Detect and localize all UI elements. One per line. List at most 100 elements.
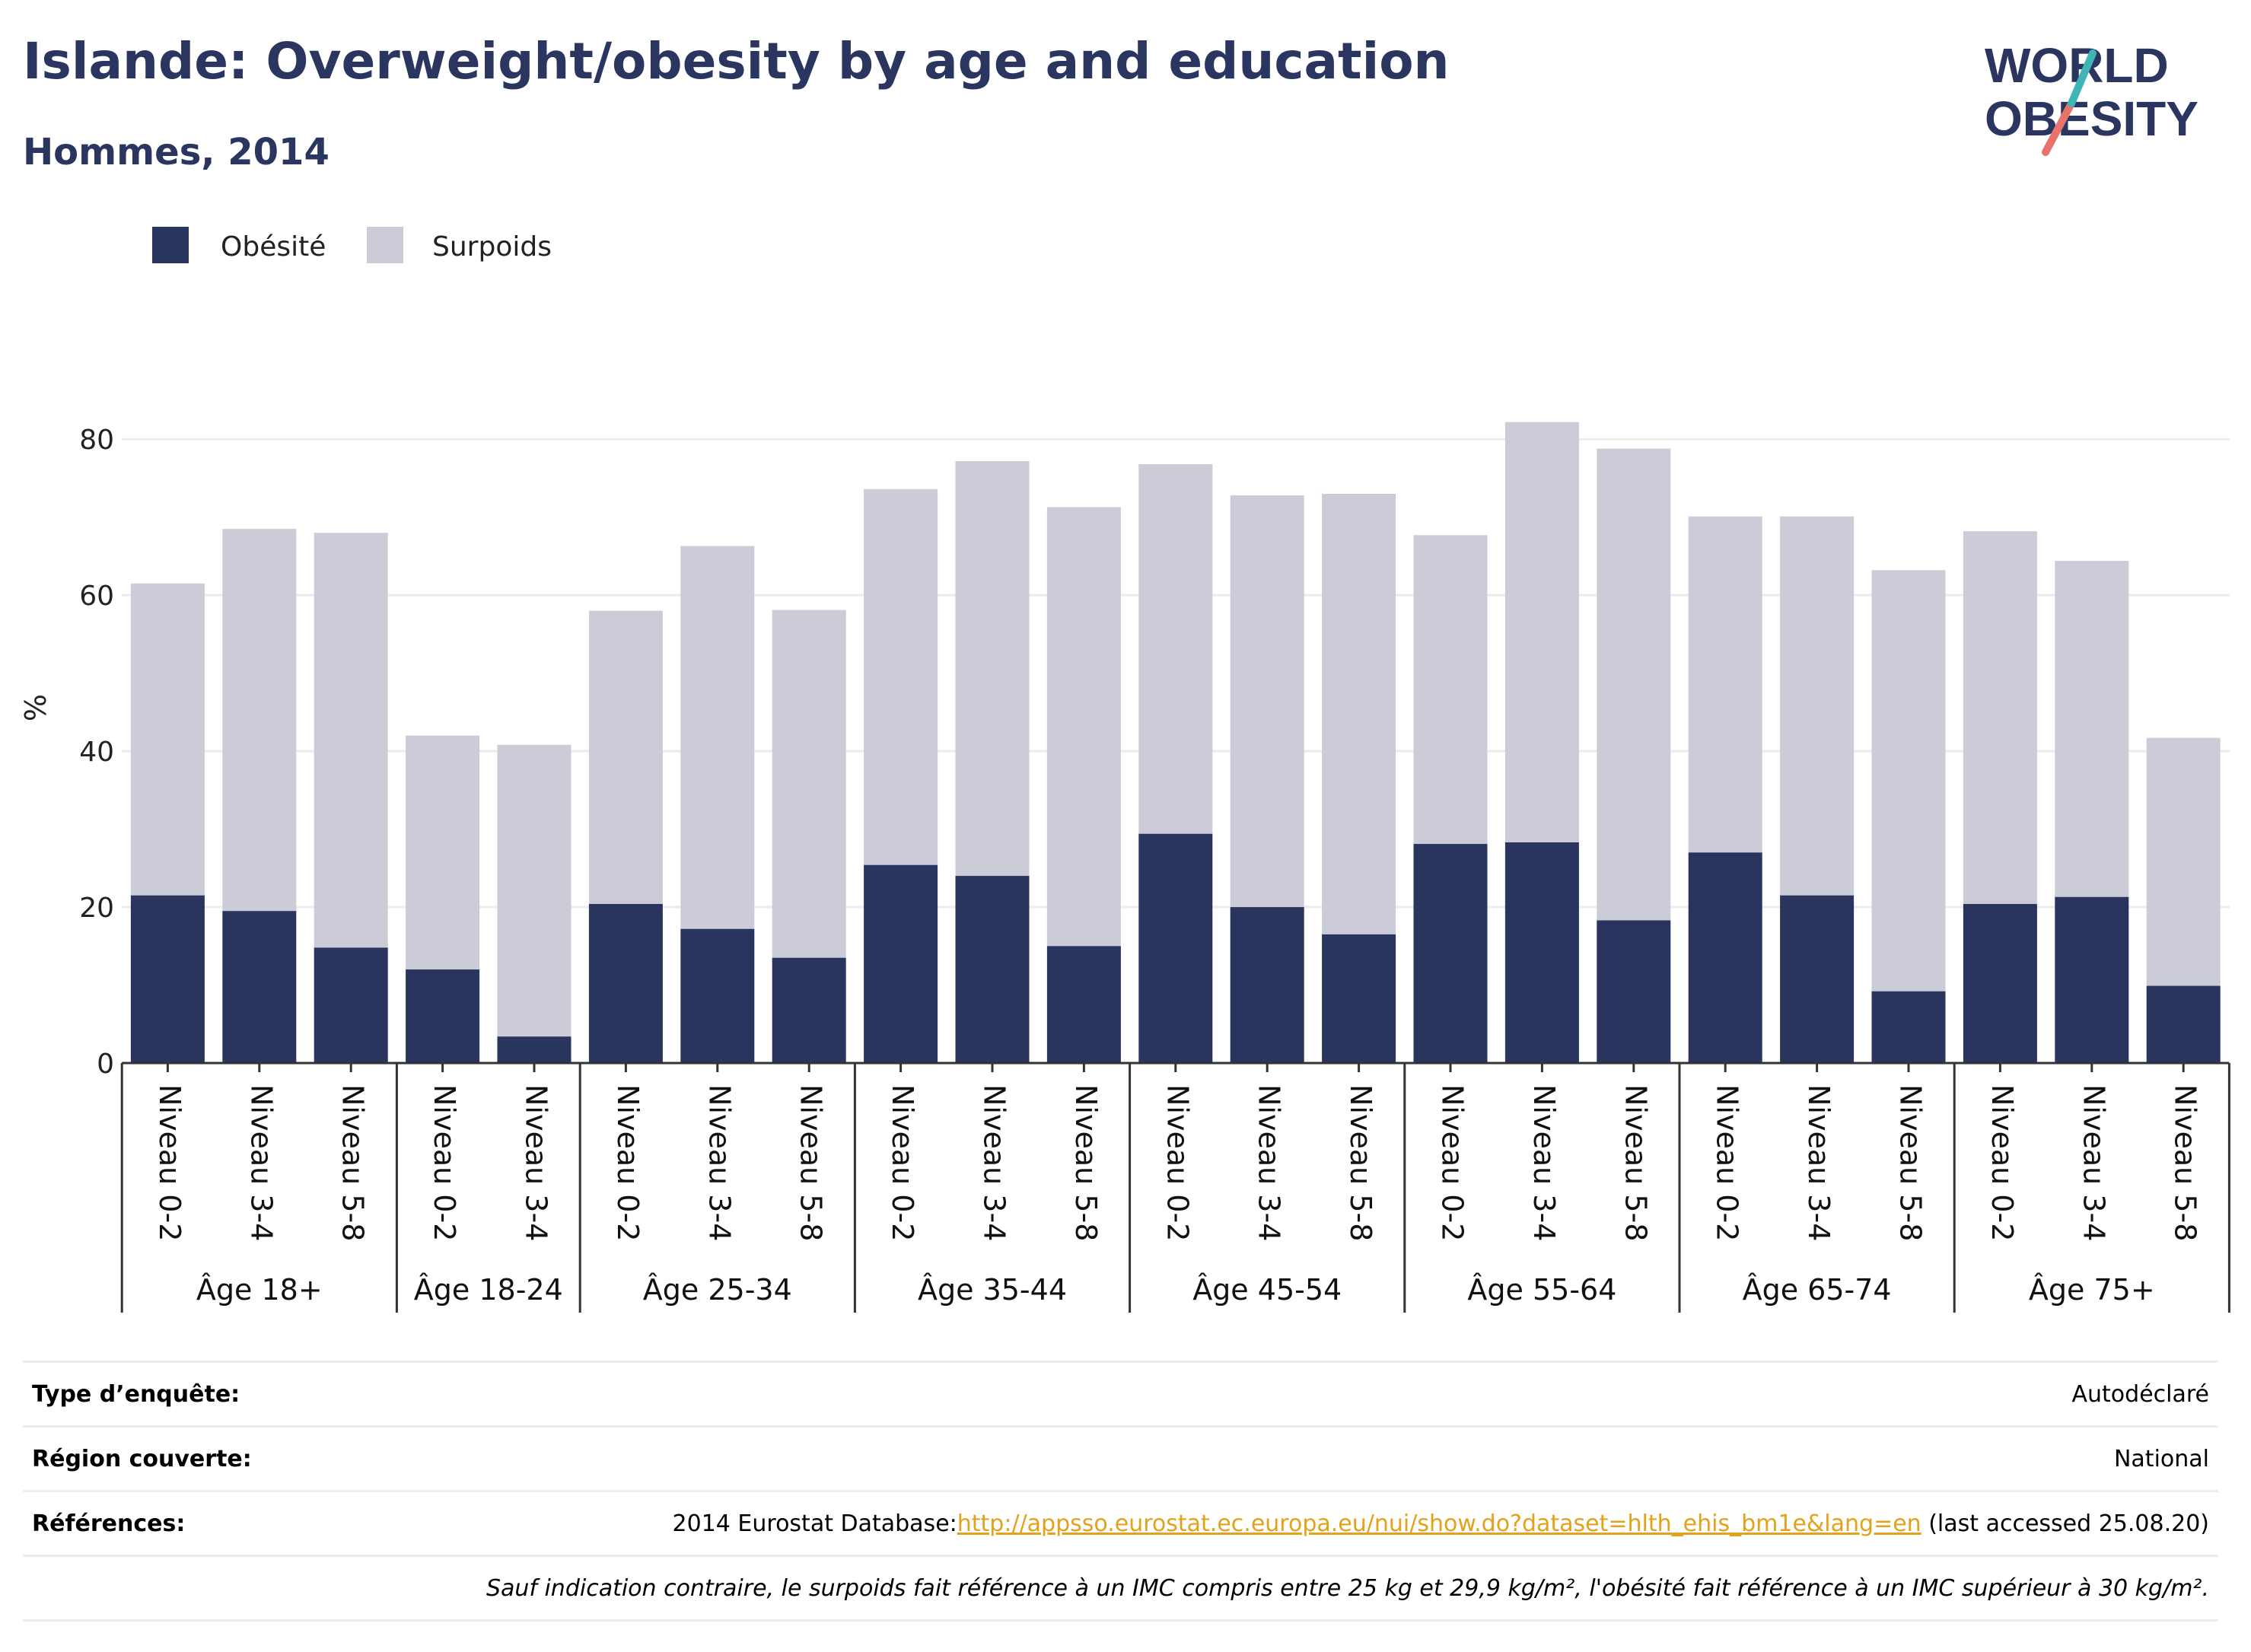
overweight-bar xyxy=(1597,448,1671,921)
x-category-label: Niveau 0-2 xyxy=(1985,1084,2019,1241)
obesity-bar xyxy=(772,957,846,1063)
y-tick-label: 0 xyxy=(97,1049,114,1080)
x-group-label: Âge 35-44 xyxy=(918,1273,1067,1307)
x-category-label: Niveau 3-4 xyxy=(244,1084,278,1241)
legend-obesity-swatch xyxy=(152,227,189,263)
obesity-bar xyxy=(2146,985,2221,1063)
x-group-label: Âge 18-24 xyxy=(414,1273,563,1307)
bars xyxy=(130,422,2221,1063)
survey-type-label: Type d’enquête: xyxy=(23,1361,361,1427)
y-axis-label: % xyxy=(19,694,53,721)
x-category-label: Niveau 3-4 xyxy=(2077,1084,2110,1241)
y-tick-label: 80 xyxy=(79,425,114,456)
obesity-bar xyxy=(588,903,663,1063)
x-group-label: Âge 25-34 xyxy=(643,1273,792,1307)
overweight-bar xyxy=(1963,531,2037,904)
obesity-bar xyxy=(130,895,205,1063)
references-value: 2014 Eurostat Database:http://appsso.eur… xyxy=(361,1490,2218,1556)
x-category-label: Niveau 5-8 xyxy=(1894,1084,1928,1241)
x-category-label: Niveau 0-2 xyxy=(428,1084,461,1241)
x-group-label: Âge 18+ xyxy=(196,1273,323,1307)
x-category-label: Niveau 3-4 xyxy=(520,1084,553,1241)
overweight-bar xyxy=(497,744,572,1037)
overweight-bar xyxy=(772,610,846,958)
obesity-bar xyxy=(1963,903,2037,1063)
info-table: Type d’enquête: Autodéclaré Région couve… xyxy=(23,1361,2218,1622)
obesity-bar xyxy=(1230,907,1304,1063)
obesity-bar xyxy=(680,928,755,1063)
region-value: National xyxy=(361,1425,2218,1491)
x-category-label: Niveau 5-8 xyxy=(336,1084,370,1241)
obesity-bar xyxy=(2055,896,2129,1063)
x-category-label: Niveau 5-8 xyxy=(1069,1084,1103,1241)
obesity-bar xyxy=(406,969,480,1063)
x-category-label: Niveau 3-4 xyxy=(978,1084,1011,1241)
x-group-label: Âge 55-64 xyxy=(1467,1273,1616,1307)
overweight-bar xyxy=(1230,495,1304,908)
x-group-label: Âge 45-54 xyxy=(1192,1273,1342,1307)
overweight-bar xyxy=(955,460,1030,877)
overweight-bar xyxy=(1871,570,1946,992)
overweight-bar xyxy=(222,529,297,912)
overweight-bar xyxy=(130,583,205,896)
overweight-bar xyxy=(406,735,480,970)
overweight-bar xyxy=(864,489,938,865)
region-row: Région couverte: National xyxy=(23,1425,2218,1491)
obesity-bar xyxy=(1504,842,1579,1063)
note-row: Sauf indication contraire, le surpoids f… xyxy=(23,1555,2218,1622)
overweight-bar xyxy=(588,610,663,904)
legend-overweight-label: Surpoids xyxy=(432,231,552,263)
overweight-bar xyxy=(1046,507,1121,947)
references-label: Références: xyxy=(23,1490,361,1556)
x-category-label: Niveau 3-4 xyxy=(1253,1084,1286,1241)
world-obesity-logo: WORLD OBESITY xyxy=(1979,23,2230,160)
survey-type-value: Autodéclaré xyxy=(361,1361,2218,1427)
obesity-bar xyxy=(1688,852,1762,1063)
y-axis-ticks: 0 20 40 60 80 xyxy=(79,425,114,1080)
references-link[interactable]: http://appsso.eurostat.ec.europa.eu/nui/… xyxy=(957,1510,1921,1537)
obesity-bar xyxy=(864,864,938,1063)
x-category-label: Niveau 0-2 xyxy=(153,1084,186,1241)
legend: Obésité Surpoids xyxy=(152,227,552,263)
x-category-label: Niveau 0-2 xyxy=(611,1084,645,1241)
x-category-label: Niveau 3-4 xyxy=(702,1084,736,1241)
obesity-bar xyxy=(1322,934,1396,1063)
references-suffix: (last accessed 25.08.20) xyxy=(1921,1510,2209,1537)
x-category-label: Niveau 5-8 xyxy=(1619,1084,1652,1241)
x-group-label: Âge 65-74 xyxy=(1743,1273,1892,1307)
overweight-bar xyxy=(314,533,388,948)
x-category-label: Niveau 0-2 xyxy=(1711,1084,1744,1241)
x-category-label: Niveau 0-2 xyxy=(1161,1084,1194,1241)
x-category-label: Niveau 3-4 xyxy=(1527,1084,1561,1241)
obesity-bar xyxy=(314,947,388,1063)
x-category-label: Niveau 5-8 xyxy=(1344,1084,1377,1241)
x-category-label: Niveau 5-8 xyxy=(794,1084,828,1241)
overweight-bar xyxy=(1504,422,1579,843)
overweight-bar xyxy=(2146,737,2221,986)
overweight-bar xyxy=(2055,561,2129,897)
overweight-bar xyxy=(1322,493,1396,934)
x-category-label: Niveau 3-4 xyxy=(1802,1084,1836,1241)
x-group-label: Âge 75+ xyxy=(2029,1273,2155,1307)
obesity-bar xyxy=(1871,991,1946,1063)
obesity-bar xyxy=(1413,844,1488,1063)
svg-text:OBESITY: OBESITY xyxy=(1985,91,2198,146)
region-label: Région couverte: xyxy=(23,1425,361,1491)
obesity-bar xyxy=(955,876,1030,1063)
obesity-bar xyxy=(222,911,297,1063)
obesity-bar xyxy=(1046,946,1121,1063)
page-subtitle: Hommes, 2014 xyxy=(23,131,330,173)
y-tick-label: 60 xyxy=(79,581,114,612)
obesity-bar xyxy=(1780,895,1855,1063)
definition-note: Sauf indication contraire, le surpoids f… xyxy=(23,1555,2218,1622)
x-category-label: Niveau 0-2 xyxy=(886,1084,919,1241)
legend-overweight-swatch xyxy=(367,227,403,263)
y-tick-label: 20 xyxy=(79,893,114,924)
overweight-bar xyxy=(1780,516,1855,896)
overweight-bar xyxy=(680,546,755,929)
x-category-label: Niveau 0-2 xyxy=(1436,1084,1469,1241)
x-category-label: Niveau 5-8 xyxy=(2169,1084,2202,1241)
obesity-bar xyxy=(1597,920,1671,1063)
references-prefix: 2014 Eurostat Database: xyxy=(672,1510,957,1537)
